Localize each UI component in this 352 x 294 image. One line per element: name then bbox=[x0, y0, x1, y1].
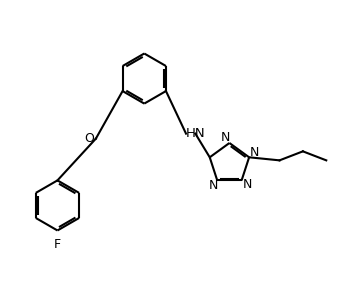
Text: N: N bbox=[209, 179, 219, 192]
Text: HN: HN bbox=[186, 127, 206, 140]
Text: N: N bbox=[221, 131, 230, 144]
Text: N: N bbox=[243, 178, 252, 191]
Text: O: O bbox=[84, 132, 94, 145]
Text: N: N bbox=[250, 146, 259, 159]
Text: F: F bbox=[54, 238, 61, 251]
